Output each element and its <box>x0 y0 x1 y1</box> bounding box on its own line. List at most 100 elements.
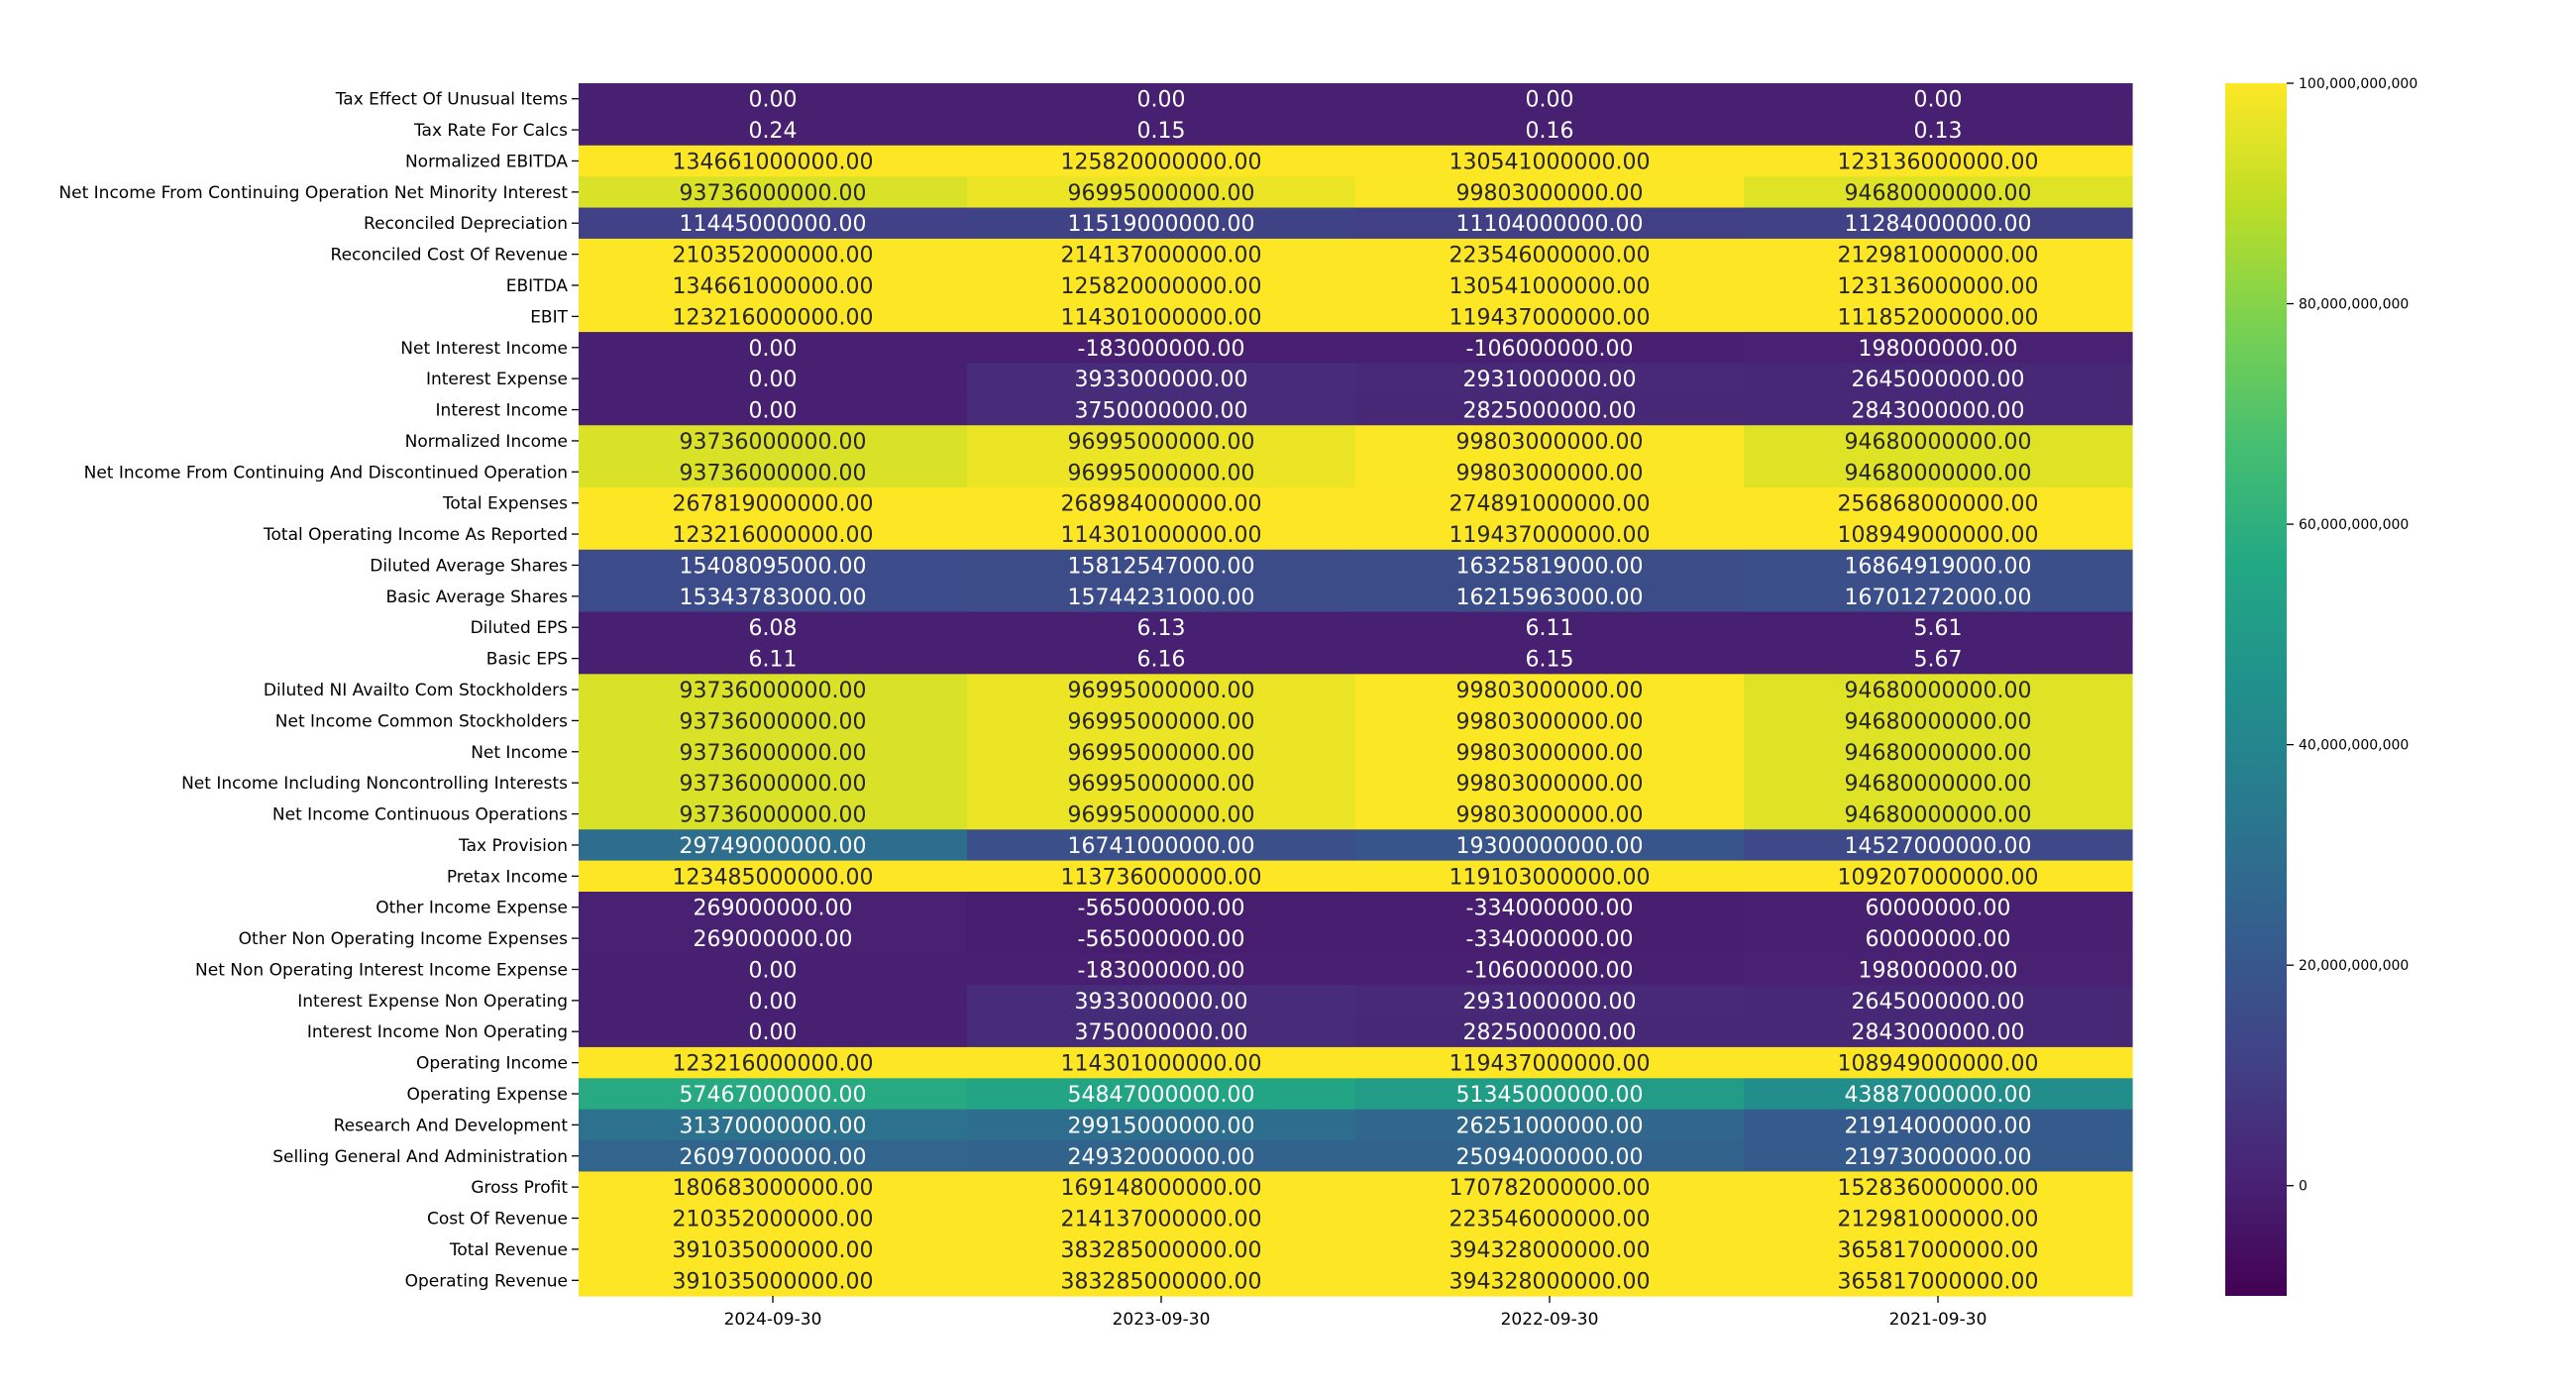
cell-value-label: 96995000000.00 <box>1068 772 1255 797</box>
cell-value-label: 214137000000.00 <box>1061 1208 1262 1232</box>
heatmap-cell <box>1744 1171 2133 1204</box>
cell-value-label: 6.08 <box>749 616 798 641</box>
row-label: Operating Revenue <box>405 1271 568 1291</box>
cell-value-label: 99803000000.00 <box>1456 741 1644 766</box>
heatmap-cell <box>1355 1078 1745 1111</box>
cell-value-label: 0.00 <box>749 368 798 392</box>
cell-value-label: 19300000000.00 <box>1456 834 1644 859</box>
heatmap-cell <box>1355 393 1745 426</box>
cell-value-label: 14527000000.00 <box>1845 834 2032 859</box>
heatmap-cell <box>1355 1171 1745 1204</box>
cell-value-label: 210352000000.00 <box>673 244 874 268</box>
cell-value-label: 99803000000.00 <box>1456 430 1644 455</box>
cell-value-label: 94680000000.00 <box>1845 772 2032 797</box>
heatmap-cell <box>967 642 1356 675</box>
heatmap-cell <box>1355 300 1745 333</box>
heatmap-cell <box>1744 332 2133 365</box>
cell-value-label: 0.00 <box>749 990 798 1015</box>
heatmap-cell <box>1355 176 1745 209</box>
heatmap-cell <box>579 767 968 800</box>
heatmap-cell <box>1744 892 2133 923</box>
row-label: Diluted Average Shares <box>370 556 568 576</box>
cell-value-label: 93736000000.00 <box>680 803 867 828</box>
cell-value-label: 16864919000.00 <box>1845 554 2032 579</box>
cell-value-label: 11445000000.00 <box>680 212 867 237</box>
heatmap-cell <box>967 953 1356 986</box>
heatmap-cell <box>1355 611 1745 644</box>
colorbar-tick-label: 80,000,000,000 <box>2299 297 2409 313</box>
colorbar-tick-label: 40,000,000,000 <box>2299 738 2409 754</box>
row-label: EBIT <box>530 307 568 327</box>
heatmap-cell <box>1744 1140 2133 1173</box>
heatmap-cell <box>1744 114 2133 147</box>
cell-value-label: 6.15 <box>1526 648 1574 673</box>
heatmap-cell <box>1744 922 2133 955</box>
heatmap-cell <box>1355 456 1745 488</box>
heatmap-cell <box>1355 83 1745 115</box>
cell-value-label: 113736000000.00 <box>1061 865 1262 890</box>
heatmap-cell <box>967 145 1356 177</box>
heatmap-cell <box>1744 581 2133 613</box>
cell-value-label: 2825000000.00 <box>1463 1020 1637 1045</box>
heatmap-cell <box>579 1109 968 1141</box>
row-label: Basic Average Shares <box>385 588 568 607</box>
heatmap-cell <box>1355 736 1745 769</box>
cell-value-label: 2843000000.00 <box>1852 399 2025 424</box>
heatmap-cells <box>579 83 2133 1297</box>
cell-value-label: 11104000000.00 <box>1456 212 1644 237</box>
heatmap-cell <box>1355 1140 1745 1173</box>
cell-value-label: 134661000000.00 <box>673 274 874 299</box>
heatmap-cell <box>967 1046 1356 1079</box>
colorbar-gradient <box>2225 83 2287 1296</box>
heatmap-cell <box>579 922 968 955</box>
heatmap-cell <box>1744 1046 2133 1079</box>
row-label: EBITDA <box>506 276 569 296</box>
cell-value-label: 111852000000.00 <box>1838 305 2039 330</box>
heatmap-cell <box>1744 549 2133 582</box>
cell-value-label: 96995000000.00 <box>1068 430 1255 455</box>
column-label: 2024-09-30 <box>724 1310 822 1330</box>
row-label: Other Income Expense <box>376 899 568 918</box>
cell-value-label: 0.15 <box>1137 119 1186 144</box>
heatmap-cell <box>967 581 1356 613</box>
heatmap-cell <box>1355 829 1745 862</box>
heatmap-cell <box>967 425 1356 458</box>
cell-value-label: 0.16 <box>1526 119 1574 144</box>
cell-value-label: 134661000000.00 <box>673 150 874 174</box>
heatmap-cell <box>1744 425 2133 458</box>
row-label: Net Income Continuous Operations <box>272 805 568 825</box>
row-label: Diluted EPS <box>471 618 568 638</box>
heatmap-cell <box>1744 767 2133 800</box>
cell-value-label: 256868000000.00 <box>1838 492 2039 517</box>
cell-value-label: 2931000000.00 <box>1463 990 1637 1015</box>
heatmap-cell <box>579 798 968 830</box>
heatmap-cell <box>967 1264 1356 1297</box>
cell-value-label: 29915000000.00 <box>1068 1114 1255 1138</box>
heatmap-cell <box>1355 1264 1745 1297</box>
colorbar-tick-label: 20,000,000,000 <box>2299 958 2409 974</box>
cell-value-label: 51345000000.00 <box>1456 1083 1644 1108</box>
heatmap-cell <box>579 892 968 923</box>
cell-value-label: 16741000000.00 <box>1068 834 1255 859</box>
heatmap-cell <box>579 1202 968 1234</box>
cell-value-label: 29749000000.00 <box>680 834 867 859</box>
column-label: 2021-09-30 <box>1889 1310 1987 1330</box>
cell-value-label: 54847000000.00 <box>1068 1083 1255 1108</box>
row-label: Other Non Operating Income Expenses <box>239 929 568 949</box>
heatmap-cell <box>967 922 1356 955</box>
row-label: Tax Rate For Calcs <box>413 121 568 141</box>
heatmap-cell <box>1355 1202 1745 1234</box>
cell-value-label: -183000000.00 <box>1078 958 1245 983</box>
cell-value-label: 6.11 <box>749 648 798 673</box>
heatmap-cell <box>1355 332 1745 365</box>
row-label: Gross Profit <box>471 1178 568 1198</box>
cell-value-label: 6.11 <box>1526 616 1574 641</box>
cell-value-label: 2843000000.00 <box>1852 1020 2025 1045</box>
cell-value-label: 93736000000.00 <box>680 181 867 206</box>
row-label: Net Non Operating Interest Income Expens… <box>195 960 568 980</box>
heatmap-cell <box>1355 581 1745 613</box>
heatmap-cell <box>1744 518 2133 551</box>
cell-value-label: 119437000000.00 <box>1449 1052 1651 1077</box>
heatmap-cell <box>579 1171 968 1204</box>
